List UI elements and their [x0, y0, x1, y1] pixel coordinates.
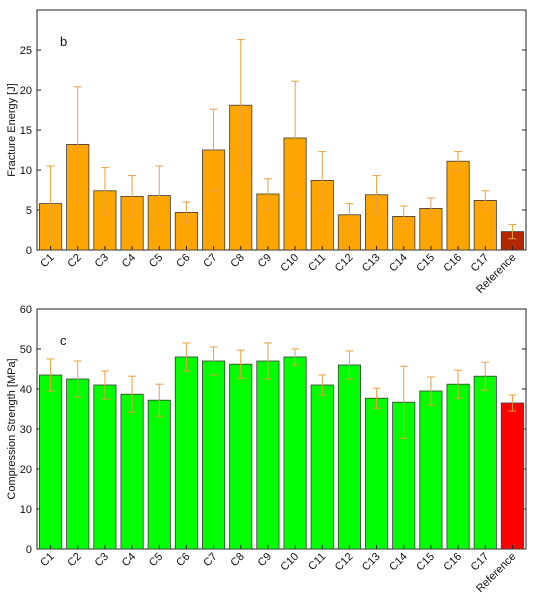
x-tick-label: C4: [120, 252, 138, 270]
y-tick-label: 10: [20, 504, 32, 516]
bar-C6: [174, 356, 198, 550]
bar-C15: [419, 390, 443, 550]
x-tick-label: C16: [441, 551, 464, 574]
x-tick-label: C9: [256, 551, 274, 569]
x-tick-label: C9: [256, 252, 274, 270]
x-tick-label: C1: [38, 551, 56, 569]
bar-C11: [310, 384, 334, 550]
y-tick-label: 20: [20, 85, 32, 97]
x-tick-label: C7: [201, 551, 219, 569]
y-tick-label: 0: [26, 245, 32, 257]
x-tick-label: C7: [201, 252, 219, 270]
bar-C5: [147, 399, 171, 550]
panel-label: c: [60, 333, 67, 348]
x-tick-label: C10: [278, 551, 301, 574]
bar-C7: [202, 360, 226, 550]
y-tick-label: 40: [20, 384, 32, 396]
bar-C13: [365, 397, 389, 550]
x-tick-label: C11: [306, 551, 328, 573]
y-tick-label: 15: [20, 125, 32, 137]
bar-C3: [93, 384, 117, 550]
x-tick-label: C2: [65, 551, 83, 569]
x-tick-label: C5: [147, 252, 165, 270]
y-tick-label: 5: [26, 205, 32, 217]
y-tick-label: 60: [20, 304, 32, 316]
x-tick-label: C15: [414, 252, 437, 275]
x-tick-label: C11: [306, 252, 328, 274]
y-axis-label: Compression Strength [MPa]: [6, 358, 18, 499]
bar-C9: [256, 360, 280, 550]
x-tick-label: C10: [278, 252, 301, 275]
bar-C16: [446, 383, 470, 550]
x-tick-label: C13: [360, 252, 383, 275]
x-tick-label: C4: [120, 551, 138, 569]
bar-C4: [120, 393, 144, 550]
x-tick-label: C12: [333, 551, 356, 574]
x-tick-label: C8: [228, 551, 246, 569]
bar-C2: [66, 378, 90, 550]
bar-C12: [337, 364, 361, 550]
y-tick-label: 25: [20, 45, 32, 57]
y-tick-label: 30: [20, 424, 32, 436]
x-tick-label: C5: [147, 551, 165, 569]
y-tick-label: 0: [26, 544, 32, 556]
x-tick-label: C16: [441, 252, 464, 275]
bar-C10: [283, 356, 307, 550]
x-tick-label: C1: [38, 252, 56, 270]
x-tick-label: C14: [387, 252, 410, 275]
y-tick-label: 10: [20, 165, 32, 177]
x-tick-label: C2: [65, 252, 83, 270]
x-tick-label: C17: [469, 551, 492, 574]
x-tick-label: C3: [93, 551, 111, 569]
bar-C8: [229, 363, 253, 550]
x-tick-label: C6: [174, 252, 192, 270]
x-tick-label: C13: [360, 551, 383, 574]
x-tick-label: C15: [414, 551, 437, 574]
x-tick-label: C6: [174, 551, 192, 569]
y-axis-label: Fracture Energy [J]: [6, 83, 18, 177]
x-tick-label: C12: [333, 252, 356, 275]
x-tick-label: C17: [469, 252, 492, 275]
bar-C17: [473, 375, 497, 550]
bar-C1: [39, 374, 63, 550]
x-tick-label: C8: [228, 252, 246, 270]
bar-Reference: [500, 402, 524, 550]
x-tick-label: C3: [93, 252, 111, 270]
y-tick-label: 50: [20, 344, 32, 356]
bar-C16: [446, 160, 470, 251]
y-tick-label: 20: [20, 464, 32, 476]
x-tick-label: C14: [387, 551, 410, 574]
panel-label: b: [60, 34, 67, 49]
